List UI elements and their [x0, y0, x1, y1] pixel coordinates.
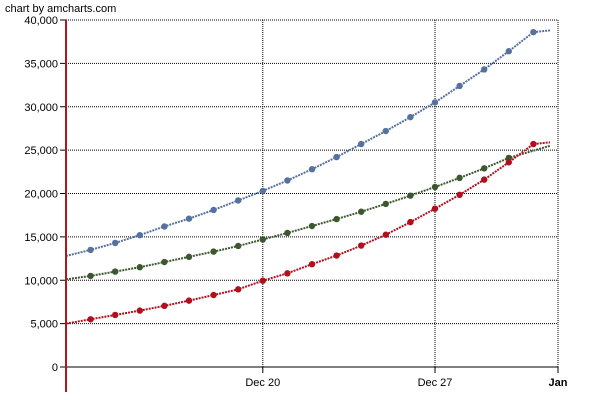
- chart-grid: [66, 19, 559, 367]
- data-point[interactable]: [456, 174, 463, 182]
- data-point[interactable]: [407, 218, 414, 226]
- data-point[interactable]: [431, 205, 439, 212]
- data-point[interactable]: [112, 239, 119, 247]
- data-point[interactable]: [505, 48, 512, 55]
- data-point[interactable]: [308, 222, 316, 230]
- y-tick-label: 5,000: [30, 319, 58, 331]
- data-point[interactable]: [358, 208, 365, 215]
- y-tick-label: 20,000: [24, 189, 58, 201]
- series-2: [65, 144, 551, 281]
- data-point[interactable]: [407, 192, 414, 199]
- series-layer: [65, 28, 551, 325]
- data-point[interactable]: [481, 165, 488, 172]
- series-1: [65, 28, 551, 257]
- data-point[interactable]: [259, 187, 266, 195]
- y-tick-label: 35,000: [24, 58, 58, 70]
- data-point[interactable]: [284, 177, 291, 184]
- y-tick-label: 25,000: [24, 145, 58, 157]
- data-point[interactable]: [87, 272, 94, 280]
- data-point[interactable]: [210, 206, 217, 214]
- data-point[interactable]: [112, 268, 119, 275]
- data-point[interactable]: [505, 159, 512, 166]
- data-point[interactable]: [481, 176, 488, 183]
- series-3: [65, 140, 551, 325]
- data-point[interactable]: [530, 140, 537, 148]
- data-point[interactable]: [431, 99, 439, 106]
- data-point[interactable]: [308, 261, 316, 268]
- data-point[interactable]: [185, 215, 193, 222]
- y-tick-label: 30,000: [24, 102, 58, 114]
- data-point[interactable]: [185, 297, 193, 304]
- data-point[interactable]: [161, 258, 168, 266]
- data-point[interactable]: [136, 307, 143, 314]
- data-point[interactable]: [210, 248, 217, 255]
- data-point[interactable]: [259, 277, 266, 284]
- x-tick-label: Jan: [549, 377, 568, 389]
- data-point[interactable]: [456, 82, 463, 90]
- data-point[interactable]: [185, 253, 193, 261]
- y-tick-label: 10,000: [24, 275, 58, 287]
- data-point[interactable]: [235, 197, 242, 204]
- data-point[interactable]: [456, 191, 463, 199]
- data-point[interactable]: [161, 302, 168, 310]
- data-point[interactable]: [87, 246, 94, 254]
- data-point[interactable]: [87, 316, 94, 323]
- data-point[interactable]: [259, 236, 266, 243]
- data-point[interactable]: [382, 127, 389, 135]
- data-point[interactable]: [358, 140, 365, 148]
- data-point[interactable]: [333, 252, 340, 259]
- series-line: [65, 144, 551, 281]
- chart-credit-link[interactable]: chart by amcharts.com: [5, 3, 119, 16]
- x-tick-label: Dec 20: [245, 377, 280, 389]
- series-line: [65, 29, 551, 257]
- data-point[interactable]: [481, 66, 488, 73]
- data-point[interactable]: [407, 113, 414, 121]
- data-point[interactable]: [284, 270, 291, 277]
- data-point[interactable]: [235, 286, 242, 293]
- data-point[interactable]: [210, 291, 217, 299]
- data-point[interactable]: [333, 215, 340, 223]
- y-tick-label: 0: [52, 362, 58, 374]
- data-point[interactable]: [530, 28, 537, 36]
- data-point[interactable]: [382, 200, 389, 208]
- data-point[interactable]: [284, 229, 291, 237]
- data-point[interactable]: [136, 231, 143, 239]
- y-tick-label: 40,000: [24, 15, 58, 27]
- data-point[interactable]: [235, 242, 242, 250]
- x-tick-label: Dec 27: [418, 377, 453, 389]
- y-tick-label: 15,000: [24, 232, 58, 244]
- data-point[interactable]: [431, 183, 439, 191]
- axis-layer: 0 5,000 10,000 15,000 20,000 25,000 30,000 35,0…: [24, 15, 568, 392]
- data-point[interactable]: [112, 311, 119, 319]
- data-point[interactable]: [358, 242, 365, 249]
- data-point[interactable]: [161, 223, 168, 230]
- data-point[interactable]: [308, 166, 316, 173]
- data-point[interactable]: [136, 264, 143, 271]
- data-point[interactable]: [333, 153, 340, 161]
- data-point[interactable]: [382, 231, 389, 238]
